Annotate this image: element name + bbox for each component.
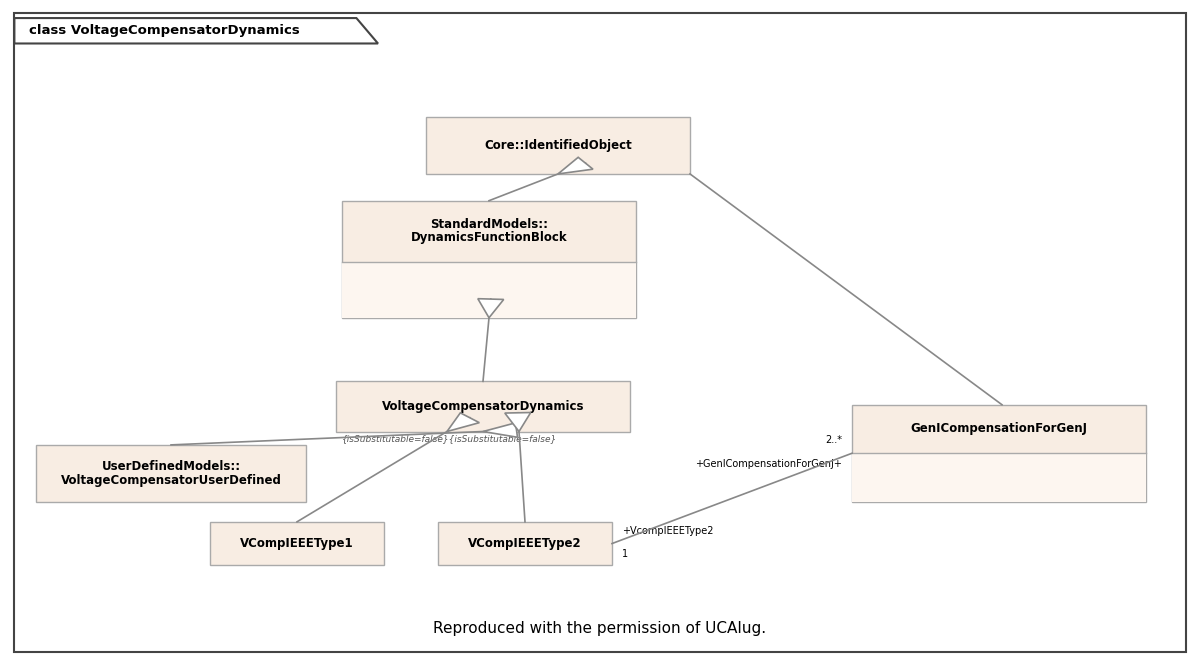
Polygon shape <box>505 413 530 432</box>
Bar <box>336 381 630 432</box>
Text: VoltageCompensatorUserDefined: VoltageCompensatorUserDefined <box>60 474 282 486</box>
Text: 2..*: 2..* <box>826 436 842 446</box>
Bar <box>342 201 636 318</box>
Bar <box>36 445 306 502</box>
Polygon shape <box>558 157 593 174</box>
Polygon shape <box>478 298 504 318</box>
Bar <box>438 522 612 565</box>
Text: + enabled: Boolean [0..1]: + enabled: Boolean [0..1] <box>356 270 491 280</box>
Text: Reproduced with the permission of UCAIug.: Reproduced with the permission of UCAIug… <box>433 622 767 636</box>
Text: VCompIEEEType2: VCompIEEEType2 <box>468 537 582 550</box>
Bar <box>852 405 1146 502</box>
Text: 1: 1 <box>622 549 628 559</box>
Bar <box>852 454 1146 502</box>
Polygon shape <box>448 413 479 432</box>
Text: +GenICompensationForGenJ+: +GenICompensationForGenJ+ <box>696 459 842 468</box>
Text: VoltageCompensatorDynamics: VoltageCompensatorDynamics <box>382 400 584 413</box>
Text: {isSubstitutable=false}{isSubstitutable=false}: {isSubstitutable=false}{isSubstitutable=… <box>342 434 557 443</box>
Bar <box>342 262 636 318</box>
Text: Core::IdentifiedObject: Core::IdentifiedObject <box>484 139 632 152</box>
Text: class VoltageCompensatorDynamics: class VoltageCompensatorDynamics <box>29 24 300 37</box>
Bar <box>426 117 690 174</box>
Text: + rcij: PU [0..1]: + rcij: PU [0..1] <box>866 462 946 471</box>
Text: + xcij: PU [0..1]: + xcij: PU [0..1] <box>866 480 948 490</box>
Bar <box>210 522 384 565</box>
Text: GenICompensationForGenJ: GenICompensationForGenJ <box>911 423 1087 436</box>
Text: +VcompIEEEType2: +VcompIEEEType2 <box>622 526 713 535</box>
Text: StandardModels::: StandardModels:: <box>430 218 548 231</box>
Text: VCompIEEEType1: VCompIEEEType1 <box>240 537 354 550</box>
Polygon shape <box>14 18 378 43</box>
Polygon shape <box>484 423 517 438</box>
Text: UserDefinedModels::: UserDefinedModels:: <box>102 460 240 473</box>
Text: DynamicsFunctionBlock: DynamicsFunctionBlock <box>410 231 568 244</box>
